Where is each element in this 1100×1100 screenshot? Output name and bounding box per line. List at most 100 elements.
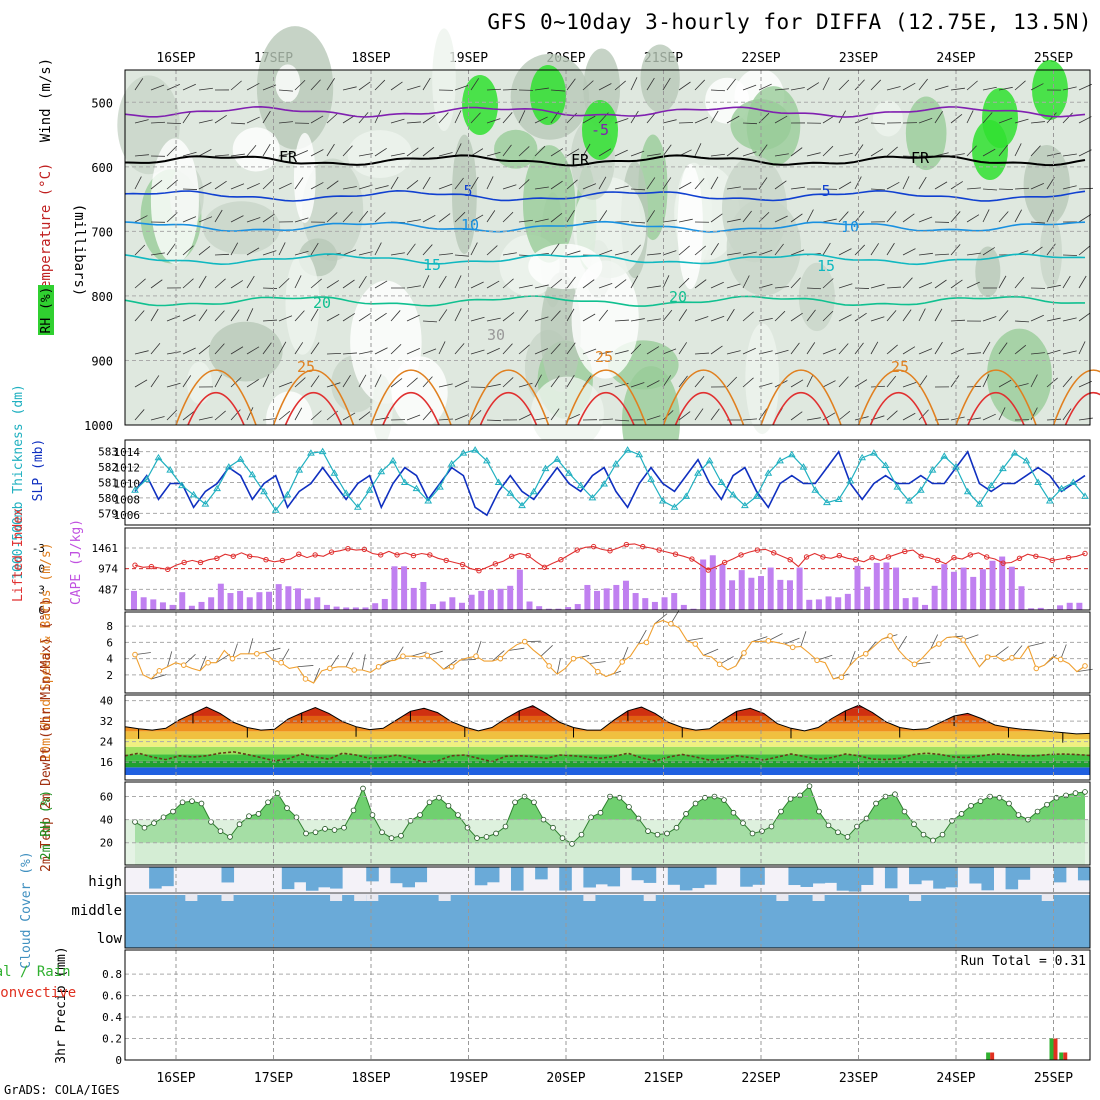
cloud-high-bar [318, 867, 331, 888]
wind-barb [390, 118, 405, 124]
wind-speed-point [570, 655, 577, 662]
wind-barb [822, 348, 837, 355]
temp-tick-label: 32 [100, 715, 113, 728]
cape-bar [661, 597, 668, 610]
wind-barb [230, 122, 245, 125]
cloud-high-bar [812, 867, 826, 884]
wind-barb [1046, 243, 1056, 256]
wind-barb [598, 382, 613, 388]
wind-barb [918, 308, 926, 322]
isotherm-25-loop [1052, 369, 1100, 426]
wind-barb [438, 341, 446, 355]
temp-line [124, 704, 1091, 735]
date-label-bottom: 19SEP [449, 1071, 488, 1086]
cloud-mid-low-bar [462, 895, 476, 948]
lifted-point [214, 555, 220, 562]
wind-barb [918, 78, 928, 91]
cloud-mid-low-bar [728, 895, 741, 948]
wind-barb [822, 242, 831, 256]
rh-point [1044, 801, 1050, 808]
wind-barb [406, 377, 418, 388]
wind-barb [566, 308, 575, 322]
wind-barb [566, 179, 578, 190]
wind-barb [630, 343, 642, 355]
wind-barb [326, 280, 339, 289]
isotherm-30-loop [869, 392, 928, 426]
temp-band [125, 705, 1090, 709]
cape-bar [323, 604, 330, 610]
wind-barb [950, 375, 960, 388]
wind-barb [486, 151, 501, 157]
wind-barb [262, 374, 270, 388]
lifted-point [951, 554, 957, 561]
rh-point [1053, 794, 1060, 801]
wind-barb [1078, 245, 1091, 256]
wind-barb [582, 80, 594, 91]
lifted-point [1000, 560, 1006, 566]
wind-barb [390, 176, 399, 190]
rh-point [227, 834, 233, 840]
wind-speed-point [278, 659, 284, 666]
wind-barb [902, 155, 918, 158]
wind-barb [742, 275, 750, 289]
cape-bar [275, 584, 282, 610]
wind-barb [150, 252, 165, 256]
wind-barb [918, 409, 929, 421]
rh-point [702, 794, 708, 801]
isotherm-30-loop [772, 392, 830, 426]
thickness-point [447, 460, 456, 467]
rh-point [949, 817, 955, 824]
cloud-mid-low-bar [595, 895, 608, 948]
wind-speed-point [984, 654, 991, 660]
wind-speed-point [400, 653, 406, 660]
rh-point [265, 799, 271, 806]
cloud-high-bar [643, 867, 657, 883]
cape-bar [738, 570, 745, 610]
wind-barb [982, 86, 997, 91]
cloud-mid-low-bar [704, 895, 717, 948]
wind-barb [486, 88, 502, 91]
slp-tick-label: 1010 [114, 478, 141, 491]
cape-bar [999, 556, 1006, 610]
rh-point [455, 812, 461, 818]
cloud-mid-low-bar [245, 895, 259, 948]
wind-barb [342, 145, 353, 157]
rh-point [426, 799, 433, 806]
wind-speed-point [546, 663, 552, 669]
wind-barb [662, 348, 677, 355]
thickness-point [905, 497, 913, 504]
thickness-point [131, 486, 139, 493]
wind-barb [998, 275, 1007, 289]
thickness-point [764, 469, 773, 476]
rh-shading-blob [872, 100, 903, 137]
cloud-mid-low-bar [523, 895, 536, 948]
cape-bar [294, 588, 301, 610]
wind-barb [1078, 214, 1092, 223]
wind-barb [806, 342, 816, 355]
wind-barb [374, 312, 387, 322]
rh-point [911, 821, 917, 828]
wind-barb [966, 252, 981, 256]
wind-barb [870, 122, 885, 125]
wind-barb [582, 220, 597, 223]
wind-barb [646, 318, 661, 322]
lifted-point [869, 554, 875, 561]
cloud-mid-low-bar [667, 895, 681, 948]
wind-barb [694, 117, 708, 124]
cloud-high-bar [1005, 867, 1019, 890]
thickness-point [412, 484, 421, 492]
cloud-high-bar [1053, 867, 1067, 883]
cloud-mid-low-bar [354, 895, 367, 948]
cape-bar [391, 566, 398, 610]
wind-barb [214, 114, 227, 124]
wind-barb [742, 122, 758, 125]
thickness-point [611, 460, 620, 467]
temp-band [125, 739, 1090, 747]
wind-barb [518, 179, 530, 190]
lifted-point [279, 557, 286, 564]
wind-barb [422, 376, 433, 388]
date-label-top: 18SEP [351, 51, 390, 66]
cloud-high-bar [414, 867, 428, 883]
wind-barb [630, 150, 645, 157]
cloud-high-bar [149, 867, 162, 889]
